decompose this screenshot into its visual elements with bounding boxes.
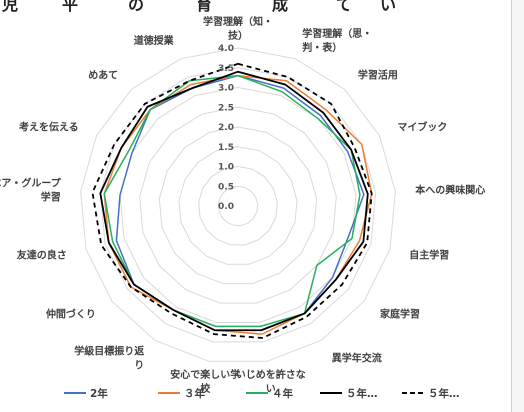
tick-label: 1.0 (218, 163, 234, 173)
category-label: 友達の良さ (17, 249, 67, 262)
category-label: 本への興味関心 (415, 184, 485, 197)
category-label: いじめを許さない (236, 368, 306, 395)
category-label: マイブック (397, 121, 447, 134)
legend: 2年 ３年 ４年 ５年… ５年… (64, 387, 460, 400)
category-label: 安心で楽しい学校 (170, 368, 240, 395)
category-label: 学習理解（思・判・表） (302, 27, 372, 54)
tick-label: 0.5 (218, 182, 234, 192)
legend-label: ４年 (272, 387, 293, 400)
category-label: 考えを伝える (19, 121, 79, 134)
category-label: ペア・グループ学習 (0, 177, 62, 204)
scrollbar[interactable] (511, 0, 524, 412)
category-label: 仲間づくり (46, 307, 96, 320)
tick-label: 3.5 (218, 64, 234, 74)
category-label: 学習活用 (358, 68, 398, 81)
tick-label: 2.0 (218, 123, 234, 133)
grid-ring (179, 147, 297, 264)
legend-label: 2年 (90, 387, 108, 400)
legend-label: ５年… (428, 387, 460, 400)
series-line (116, 76, 363, 331)
category-label: 道徳授業 (134, 34, 175, 47)
category-label: 異学年交流 (332, 351, 382, 364)
legend-label: ５年… (346, 387, 378, 400)
category-label: 学習理解（知・技） (203, 15, 273, 42)
grid-ring (120, 88, 356, 323)
grid-ring (140, 107, 337, 303)
tick-label: 4.0 (218, 44, 234, 54)
grid-ring (199, 167, 278, 245)
radar-grid (81, 48, 396, 361)
tick-labels: 0.0 0.5 1.0 1.5 2.0 2.5 3.0 3.5 4.0 (218, 44, 234, 212)
tick-label: 2.5 (218, 103, 234, 113)
category-label: めあて (88, 68, 118, 81)
legend-label: ３年 (184, 387, 205, 400)
grid-ring (159, 127, 316, 284)
radar-chart: 学習理解（知・技） 学習理解（思・判・表） 学習活用マイブック本への興味関心自主学習… (0, 0, 510, 412)
tick-label: 3.0 (218, 84, 234, 94)
grid-ring (81, 48, 396, 361)
category-label: 学級目標振り返り (74, 344, 144, 371)
category-label: 家庭学習 (380, 307, 420, 320)
category-labels: 学習理解（知・技） 学習理解（思・判・表） 学習活用マイブック本への興味関心自主学習… (0, 15, 485, 395)
tick-label: 1.5 (218, 143, 234, 153)
category-label: 自主学習 (409, 249, 449, 262)
tick-label: 0.0 (218, 202, 234, 212)
